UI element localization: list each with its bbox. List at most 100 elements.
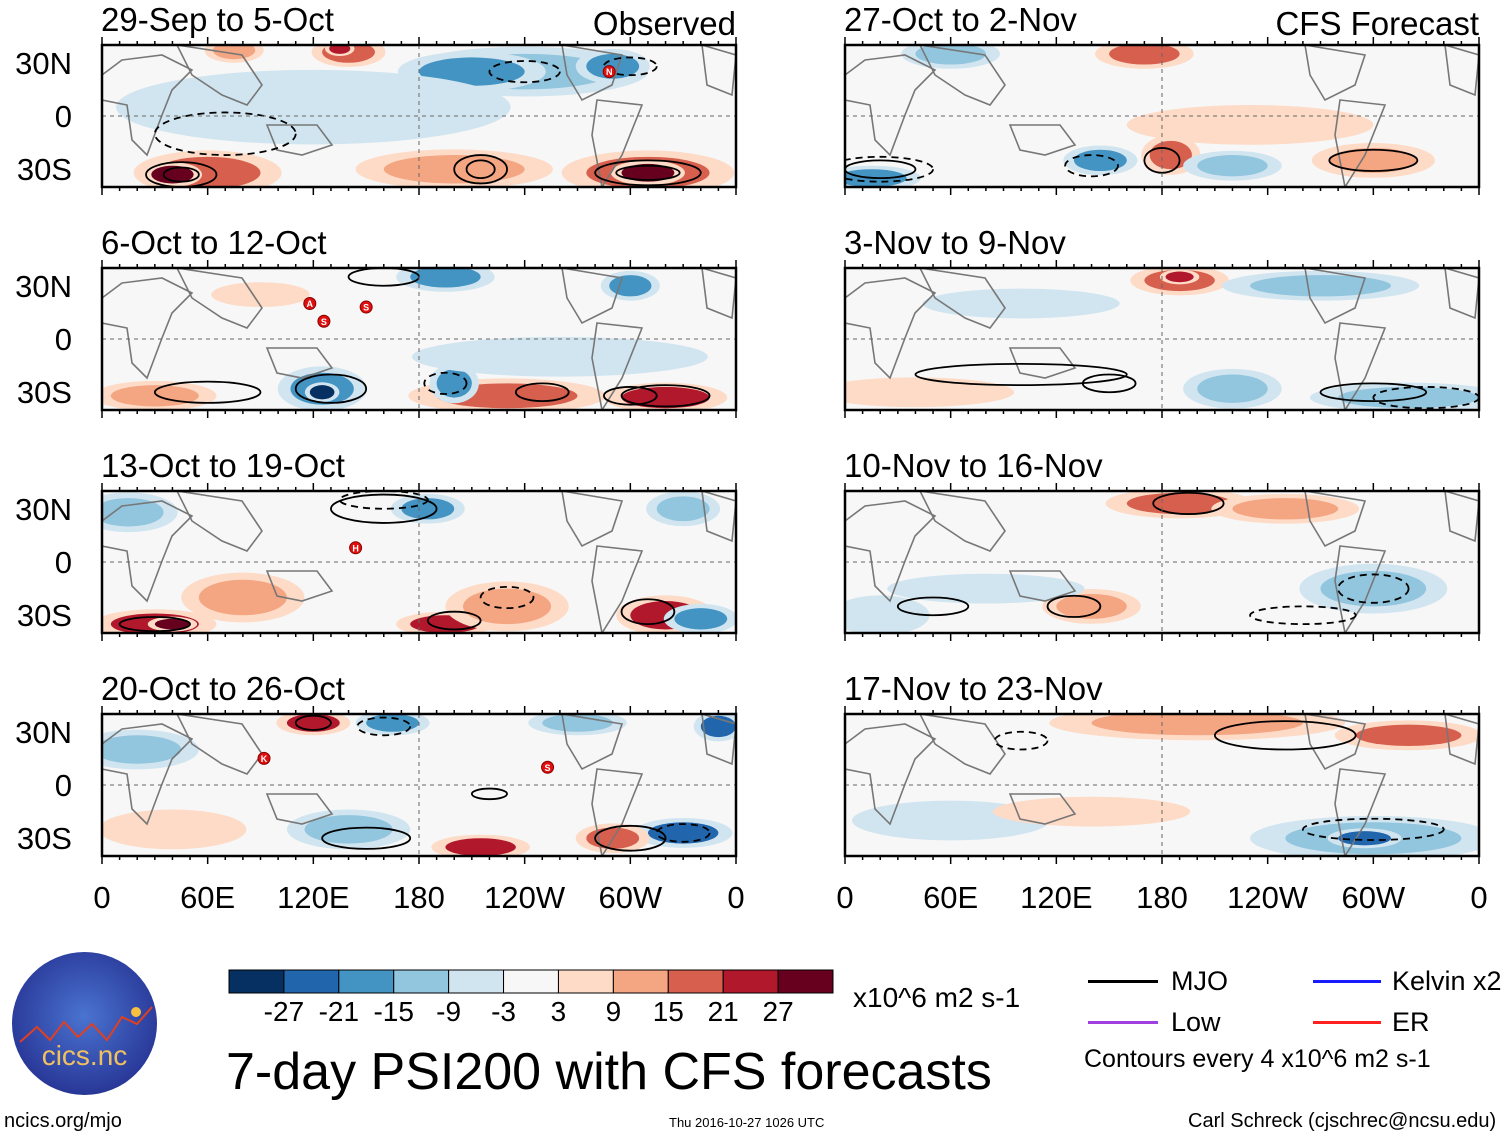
coastlines — [102, 45, 736, 187]
colorbar-swatch — [612, 969, 669, 994]
negative-contour — [993, 730, 1049, 751]
longitude-label: 60E — [923, 880, 979, 915]
positive-contour — [1046, 594, 1102, 618]
colorbar-swatch — [228, 969, 285, 994]
anomaly-shading — [542, 714, 613, 732]
anomaly-shading — [154, 618, 191, 630]
latitude-label: 30S — [16, 821, 72, 856]
legend-er-label: ER — [1392, 1007, 1430, 1037]
observed-map-panel: H — [100, 483, 738, 641]
anomaly-shading — [1338, 386, 1479, 409]
anomaly-shading — [950, 292, 1092, 315]
panel-title: 29-Sep to 5-Oct — [101, 1, 334, 38]
storm-letter: K — [261, 754, 268, 764]
positive-contour — [594, 824, 667, 852]
anomaly-shading — [1232, 498, 1339, 520]
anomaly-shading — [880, 806, 1022, 835]
positive-contour — [321, 826, 412, 850]
anomaly-shading — [845, 601, 916, 630]
positive-contour — [118, 616, 191, 633]
anomaly-shading — [304, 815, 393, 844]
anomaly-shading — [1355, 724, 1462, 746]
anomaly-shading — [110, 385, 199, 407]
positive-contour — [514, 382, 570, 403]
observed-map-panel: KS — [100, 706, 738, 864]
latitude-label: 0 — [54, 768, 72, 803]
anomaly-shading — [1056, 593, 1127, 619]
negative-contour — [845, 155, 934, 183]
storm-marker-icon: A — [303, 297, 317, 310]
anomaly-shading — [1250, 275, 1391, 297]
anomaly-shading — [915, 577, 1057, 600]
anomaly-shading — [1338, 831, 1391, 846]
storm-marker-icon: H — [349, 541, 363, 555]
latitude-label: 30S — [16, 375, 72, 410]
anomaly-shading — [1162, 110, 1339, 140]
longitude-label: 180 — [393, 880, 445, 915]
positive-contour — [603, 386, 658, 406]
anomaly-shading — [212, 45, 256, 60]
panel-title: 10-Nov to 16-Nov — [844, 447, 1103, 484]
anomaly-shading — [102, 498, 164, 527]
positive-contour — [620, 598, 676, 626]
legend-mjo-line — [1088, 980, 1158, 983]
positive-contour — [1319, 382, 1428, 403]
longitude-label: 120W — [1227, 880, 1309, 915]
positive-contour — [896, 596, 970, 617]
anomaly-shading — [915, 45, 986, 65]
positive-contour — [914, 362, 1128, 387]
positive-contour — [453, 154, 508, 185]
anomaly-shading — [445, 838, 516, 856]
negative-contour — [603, 56, 658, 77]
storm-letter: S — [545, 763, 551, 773]
storm-marker-icon: K — [257, 751, 271, 765]
legend-er-line — [1313, 1021, 1381, 1024]
colorbar-tick-label: -9 — [436, 996, 462, 1027]
main-title: 7-day PSI200 with CFS forecasts — [226, 1043, 992, 1101]
anomaly-shading — [151, 165, 194, 184]
legend-kelvin-label: Kelvin x2 — [1392, 966, 1502, 996]
anomaly-shading — [1329, 147, 1418, 173]
footer-timestamp: Thu 2016-10-27 1026 UTC — [669, 1115, 825, 1130]
colorbar-swatch — [557, 969, 614, 994]
latitude-label: 0 — [54, 545, 72, 580]
forecast-map-panel — [843, 260, 1481, 418]
anomaly-shading — [656, 496, 710, 522]
negative-contour — [488, 60, 561, 84]
cics-logo: cics.nc — [12, 952, 157, 1095]
positive-contour — [1143, 147, 1181, 174]
longitude-label: 0 — [1470, 880, 1488, 915]
latitude-label: 30S — [16, 152, 72, 187]
footer-url[interactable]: ncics.org/mjo — [4, 1110, 122, 1132]
storm-marker-icon: S — [359, 300, 373, 314]
panel-title: 17-Nov to 23-Nov — [844, 670, 1103, 707]
colorbar-swatch — [722, 969, 779, 994]
anomaly-shading — [647, 822, 719, 844]
anomaly-shading — [454, 342, 666, 371]
positive-contour — [1213, 720, 1357, 751]
positive-contour — [153, 380, 262, 404]
latitude-label: 30N — [15, 715, 72, 750]
panel-title: 20-Oct to 26-Oct — [101, 670, 345, 707]
positive-contour — [620, 384, 711, 408]
colorbar-units: x10^6 m2 s-1 — [853, 982, 1021, 1013]
anomaly-shading — [1021, 800, 1162, 823]
negative-contour — [1249, 605, 1357, 626]
colorbar-swatch — [448, 969, 505, 994]
latitude-label: 30N — [15, 492, 72, 527]
legend-mjo-label: MJO — [1171, 966, 1228, 996]
colorbar-tick-label: 9 — [605, 996, 622, 1027]
coastlines — [845, 714, 1479, 856]
positive-contour — [615, 164, 681, 181]
colorbar-tick-label: -21 — [318, 996, 360, 1027]
colorbar-tick-label: -15 — [373, 996, 414, 1027]
forecast-map-panel — [843, 706, 1481, 864]
longitude-label: 0 — [836, 880, 854, 915]
anomaly-shading — [609, 275, 652, 297]
latitude-label: 0 — [54, 99, 72, 134]
colorbar-swatch — [283, 969, 340, 994]
legend-low-label: Low — [1171, 1007, 1221, 1037]
positive-contour — [1081, 373, 1137, 394]
coastlines — [102, 491, 736, 633]
anomaly-shading — [329, 45, 351, 54]
